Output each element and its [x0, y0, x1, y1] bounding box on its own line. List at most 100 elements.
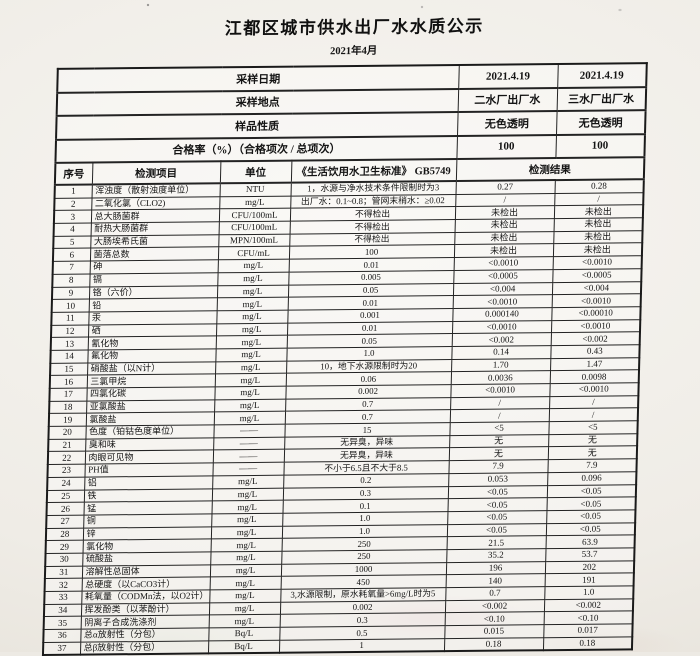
- cell-result-plant2: /: [449, 409, 550, 423]
- cell-result-plant3: 未检出: [553, 205, 644, 219]
- cell-index: 6: [52, 248, 91, 262]
- info-value-plant3: 无色透明: [556, 110, 646, 135]
- cell-result-plant3: 0.096: [547, 471, 637, 486]
- cell-result-plant2: 196: [445, 561, 546, 575]
- col-header-result: 检测结果: [455, 157, 645, 182]
- cell-index: 11: [51, 311, 89, 325]
- cell-unit: NTU: [219, 182, 291, 197]
- cell-index: 23: [47, 464, 85, 478]
- cell-unit: Bq/L: [208, 627, 280, 641]
- cell-result-plant2: 0.0036: [450, 370, 551, 385]
- cell-result-plant3: <0.05: [545, 522, 636, 536]
- cell-item: 三氯甲烷: [86, 374, 216, 389]
- cell-index: 30: [45, 553, 83, 567]
- info-value-plant2: 2021.4.19: [458, 64, 558, 89]
- cell-item: 阴离子合成洗涤剂: [80, 615, 209, 630]
- cell-index: 1: [54, 184, 92, 199]
- cell-result-plant3: 无: [547, 446, 638, 460]
- cell-index: 31: [44, 565, 83, 579]
- cell-index: 37: [42, 641, 81, 656]
- cell-index: 8: [52, 273, 90, 287]
- cell-unit: mg/L: [209, 589, 281, 603]
- cell-result-plant2: <0.05: [447, 510, 547, 525]
- cell-item: 氟化物: [87, 348, 216, 363]
- cell-unit: MPN/100mL: [218, 233, 290, 248]
- cell-result-plant2: <0.004: [452, 282, 553, 296]
- cell-result-plant3: /: [554, 192, 644, 206]
- cell-unit: mg/L: [211, 487, 284, 502]
- cell-result-plant2: <0.10: [444, 612, 544, 626]
- cell-unit: mg/L: [217, 259, 289, 273]
- cell-result-plant2: 1.70: [451, 358, 551, 372]
- cell-result-plant2: 0.14: [451, 345, 551, 360]
- cell-item: 肉眼可见物: [84, 450, 214, 465]
- cell-unit: ——: [213, 424, 285, 438]
- cell-unit: mg/L: [211, 500, 283, 514]
- cell-result-plant3: <0.0010: [552, 255, 642, 270]
- page-title: 江都区城市供水出厂水水质公示: [224, 16, 485, 39]
- cell-result-plant3: 0.18: [542, 636, 633, 651]
- cell-unit: mg/L: [215, 360, 287, 375]
- cell-unit: ——: [213, 436, 285, 451]
- cell-result-plant3: <0.05: [546, 509, 636, 524]
- cell-index: 10: [51, 299, 89, 313]
- cell-index: 36: [43, 629, 81, 643]
- cell-result-plant3: <0.10: [543, 611, 633, 625]
- cell-index: 32: [44, 578, 82, 592]
- cell-result-plant3: 0.43: [550, 344, 640, 359]
- cell-unit: mg/L: [208, 614, 280, 628]
- cell-item: 挥发酚类（以苯酚计）: [80, 602, 210, 617]
- cell-result-plant2: <0.002: [451, 332, 551, 347]
- cell-result-plant2: 未检出: [453, 244, 554, 258]
- cell-item: 耐热大肠菌群: [90, 221, 219, 236]
- cell-result-plant3: <0.05: [546, 496, 636, 511]
- cell-unit: mg/L: [214, 373, 287, 387]
- cell-unit: ——: [212, 462, 284, 476]
- cell-index: 4: [53, 223, 91, 237]
- cell-result-plant2: 未检出: [454, 218, 554, 233]
- cell-result-plant3: <0.00010: [551, 306, 641, 321]
- cell-result-plant2: <0.0010: [452, 294, 552, 309]
- cell-result-plant2: 35.2: [446, 548, 546, 563]
- cell-result-plant3: 0.0098: [549, 370, 640, 384]
- cell-unit: mg/L: [214, 386, 286, 400]
- cell-result-plant2: 未检出: [454, 205, 555, 220]
- cell-index: 22: [47, 451, 86, 465]
- cell-unit: mg/L: [212, 474, 284, 489]
- cell-result-plant2: 140: [445, 573, 545, 588]
- info-value-plant3: 三水厂出厂水: [556, 86, 647, 112]
- cell-result-plant2: <0.0010: [453, 256, 553, 271]
- cell-item: 铅: [88, 298, 217, 312]
- cell-item: 总大肠菌群: [90, 209, 220, 224]
- cell-unit: CFU/100mL: [218, 208, 291, 222]
- cell-unit: mg/L: [210, 538, 282, 552]
- cell-result-plant2: /: [455, 193, 555, 207]
- cell-result-plant3: 0.017: [543, 623, 633, 638]
- cell-result-plant2: <0.0005: [453, 269, 553, 284]
- cell-index: 21: [48, 438, 86, 452]
- cell-result-plant2: /: [450, 396, 550, 410]
- cell-result-plant3: 202: [544, 560, 635, 574]
- cell-item: 砷: [89, 259, 218, 274]
- info-section: 采样日期 2021.4.19 2021.4.19 采样地点 二水厂出厂水 三水厂…: [54, 63, 647, 185]
- cell-result-plant2: 7.9: [448, 459, 548, 474]
- cell-result-plant2: 21.5: [446, 535, 546, 550]
- col-header-unit: 单位: [219, 160, 292, 184]
- cell-item: 总硬度（以CaCO3计）: [81, 577, 210, 592]
- cell-index: 18: [49, 400, 87, 414]
- cell-item: 锰: [83, 501, 212, 515]
- cell-index: 19: [48, 413, 87, 427]
- cell-unit: mg/L: [215, 335, 287, 349]
- cell-index: 3: [53, 210, 92, 224]
- cell-result-plant3: /: [549, 395, 639, 410]
- info-value-plant2: 100: [456, 134, 557, 160]
- cell-result-plant3: 未检出: [553, 230, 643, 245]
- cell-unit: mg/L: [217, 271, 289, 286]
- cell-unit: mg/L: [215, 322, 288, 337]
- cell-result-plant3: <0.0005: [552, 268, 642, 283]
- cell-item: 浑浊度（散射浊度单位）: [91, 183, 220, 198]
- cell-result-plant2: 0.000140: [452, 307, 552, 322]
- cell-result-plant3: 0.28: [554, 179, 644, 194]
- cell-index: 28: [45, 527, 84, 541]
